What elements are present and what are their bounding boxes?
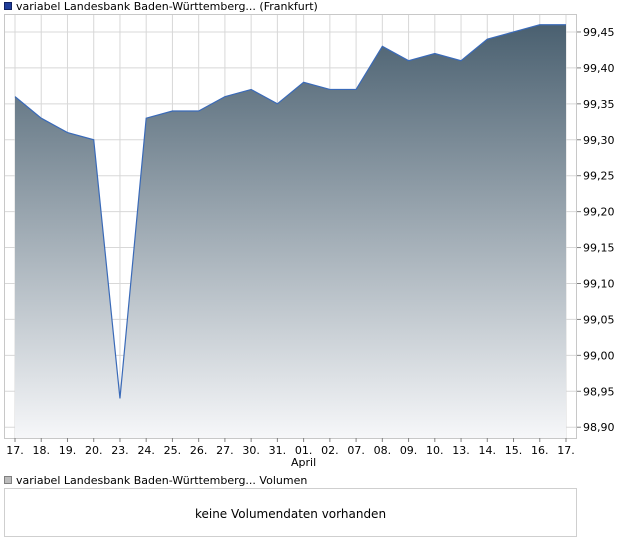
- x-tick-label: 02.: [321, 444, 339, 457]
- plot-border: [4, 14, 577, 439]
- y-tick-label: 99,40: [583, 62, 615, 75]
- x-tick-label: 08.: [374, 444, 392, 457]
- price-legend-label: variabel Landesbank Baden-Württemberg...…: [16, 0, 318, 13]
- x-tick-label: 26.: [190, 444, 208, 457]
- plot-frame: [4, 14, 577, 439]
- x-tick-label: 17.: [6, 444, 24, 457]
- x-tick-label: 18.: [32, 444, 50, 457]
- y-tick-label: 99,30: [583, 134, 615, 147]
- y-tick-label: 99,45: [583, 26, 615, 39]
- volume-legend: variabel Landesbank Baden-Württemberg...…: [4, 474, 307, 487]
- price-line: [14, 24, 566, 399]
- x-tick-label: 15.: [505, 444, 523, 457]
- area-layer: [14, 24, 566, 438]
- price-chart: 98,90 98,95 99,00 99,05 99,10 99,15 99,20 99,25…: [4, 14, 615, 469]
- price-legend: variabel Landesbank Baden-Württemberg...…: [4, 0, 318, 13]
- y-tick-label: 98,90: [583, 421, 615, 434]
- x-tick-label: 24.: [137, 444, 155, 457]
- x-tick-label: 19.: [59, 444, 77, 457]
- y-tick-label: 99,00: [583, 349, 615, 362]
- x-month-label: April: [291, 456, 316, 469]
- x-tick-label: 20.: [85, 444, 103, 457]
- x-tick-label: 13.: [452, 444, 470, 457]
- y-axis-ticks: 98,90 98,95 99,00 99,05 99,10 99,15 99,20 99,25…: [577, 26, 615, 434]
- volume-panel: keine Volumendaten vorhanden: [4, 488, 577, 537]
- x-tick-label: 01.: [295, 444, 313, 457]
- x-tick-label: 31.: [269, 444, 287, 457]
- x-tick-label: 23.: [111, 444, 129, 457]
- x-tick-label: 10.: [426, 444, 444, 457]
- y-tick-label: 99,25: [583, 170, 615, 183]
- x-tick-label: 07.: [347, 444, 365, 457]
- y-tick-label: 99,05: [583, 313, 615, 326]
- x-tick-label: 17.: [557, 444, 575, 457]
- x-tick-label: 25.: [164, 444, 182, 457]
- x-tick-label: 16.: [531, 444, 549, 457]
- y-tick-label: 99,20: [583, 206, 615, 219]
- x-tick-label: 27.: [216, 444, 234, 457]
- price-area: [15, 24, 566, 438]
- volume-empty-message: keine Volumendaten vorhanden: [194, 507, 387, 521]
- y-tick-label: 99,15: [583, 242, 615, 255]
- x-tick-label: 09.: [400, 444, 418, 457]
- price-legend-swatch: [4, 2, 12, 10]
- volume-legend-label: variabel Landesbank Baden-Württemberg...…: [16, 474, 308, 487]
- x-axis-ticks: 17. 18. 19. 20. 23. 24. 25. 26. 27. 30. 31. 01. 02. 0…: [6, 438, 575, 469]
- y-tick-label: 99,35: [583, 98, 615, 111]
- volume-legend-swatch: [4, 476, 12, 484]
- x-tick-label: 30.: [242, 444, 260, 457]
- x-tick-label: 14.: [479, 444, 497, 457]
- y-tick-label: 99,10: [583, 277, 615, 290]
- y-tick-label: 98,95: [583, 385, 615, 398]
